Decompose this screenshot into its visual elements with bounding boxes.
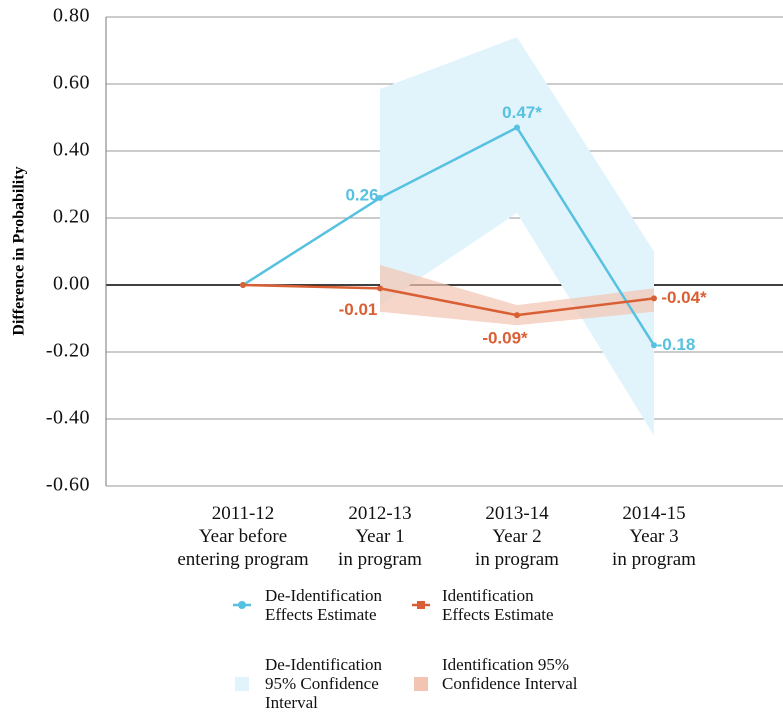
legend-marker: [238, 601, 246, 609]
legend-label: Identification Effects Estimate: [442, 586, 554, 624]
x-tick-label: entering program: [177, 549, 309, 570]
point: [651, 295, 657, 302]
y-tick-label: 0.00: [53, 273, 90, 295]
x-tick-label: in program: [338, 549, 422, 570]
x-tick-label: Year 3: [629, 526, 678, 547]
legend-marker: [417, 601, 425, 609]
data-label: -0.09*: [482, 329, 528, 348]
line: [242, 283, 655, 317]
legend-label: De-Identification 95% Confidence Interva…: [265, 655, 383, 712]
confidence-band: [380, 264, 654, 326]
y-tick-label: -0.20: [46, 340, 90, 362]
point: [377, 194, 383, 201]
x-tick-label: 2012-13: [348, 503, 411, 524]
y-tick-label: 0.20: [53, 206, 90, 228]
x-tick-label: 2014-15: [622, 503, 685, 524]
x-tick-label: in program: [612, 549, 696, 570]
legend-swatch: [235, 677, 249, 691]
point: [514, 124, 520, 131]
data-label: 0.47*: [502, 103, 542, 122]
data-label: -0.04*: [661, 288, 707, 307]
legend-swatch: [414, 677, 428, 691]
x-tick-label: Year 1: [355, 526, 404, 547]
x-tick-label: 2013-14: [485, 503, 549, 524]
x-tick-label: 2011-12: [212, 503, 275, 524]
y-tick-label: 0.60: [53, 72, 90, 94]
y-tick-label: -0.60: [46, 474, 90, 496]
data-label: 0.26: [345, 185, 378, 204]
data-label: -0.01: [339, 300, 378, 319]
point: [514, 312, 520, 319]
x-tick-label: Year 2: [492, 526, 541, 547]
y-tick-label: -0.40: [46, 407, 90, 429]
point: [651, 342, 657, 349]
line: [242, 125, 656, 346]
x-tick-label: in program: [475, 549, 559, 570]
confidence-band: [380, 37, 654, 436]
y-axis-label: Difference in Probability: [11, 166, 28, 335]
x-tick-label: Year before: [199, 526, 287, 547]
legend-label: De-Identification Effects Estimate: [265, 586, 383, 624]
point: [377, 285, 383, 292]
point: [240, 282, 246, 288]
legend-label: Identification 95% Confidence Interval: [442, 655, 578, 693]
y-tick-label: 0.80: [53, 5, 90, 27]
data-label: -0.18: [657, 335, 696, 354]
y-tick-label: 0.40: [53, 139, 90, 161]
